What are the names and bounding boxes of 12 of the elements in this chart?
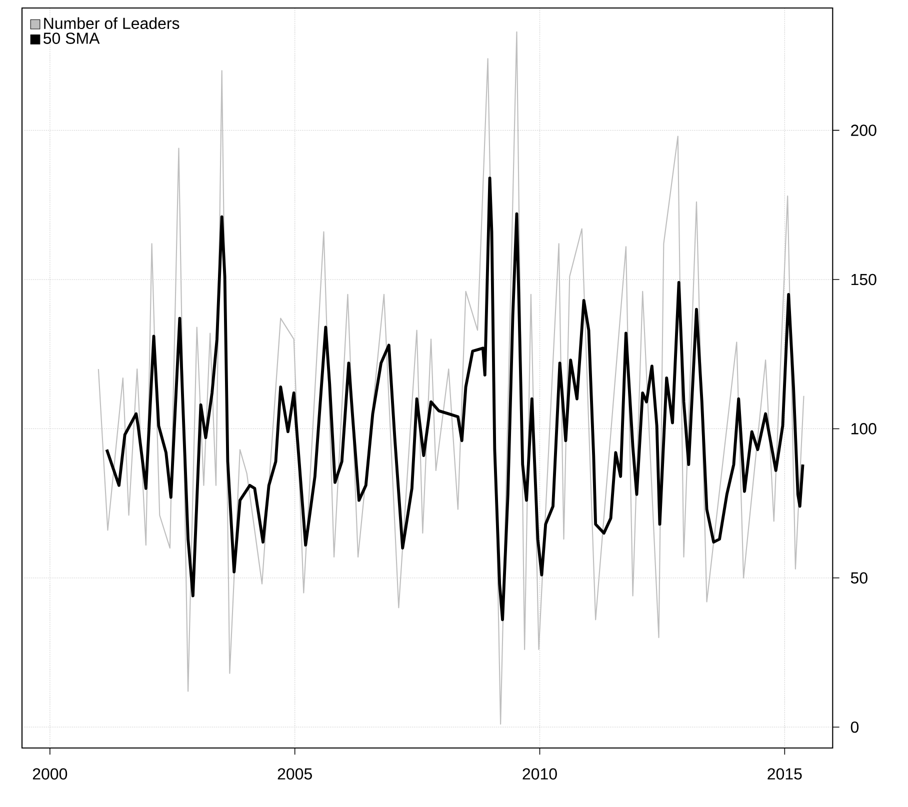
- y-tick-label: 150: [851, 274, 876, 286]
- y-tick-label: 50: [850, 572, 868, 584]
- line-series: [105, 176, 804, 622]
- y-tick-label: 200: [851, 124, 876, 136]
- y-tick-label: 100: [851, 423, 876, 435]
- x-tick-label: 2005: [278, 768, 312, 780]
- x-tick-label: 2010: [522, 768, 557, 780]
- y-tick-label: 0: [850, 722, 859, 733]
- x-tick-label: 2015: [768, 768, 802, 780]
- legend-label: Number of Leaders: [44, 17, 180, 30]
- legend-label: 50 SMA: [44, 32, 100, 44]
- x-tick-label: 2000: [32, 768, 68, 780]
